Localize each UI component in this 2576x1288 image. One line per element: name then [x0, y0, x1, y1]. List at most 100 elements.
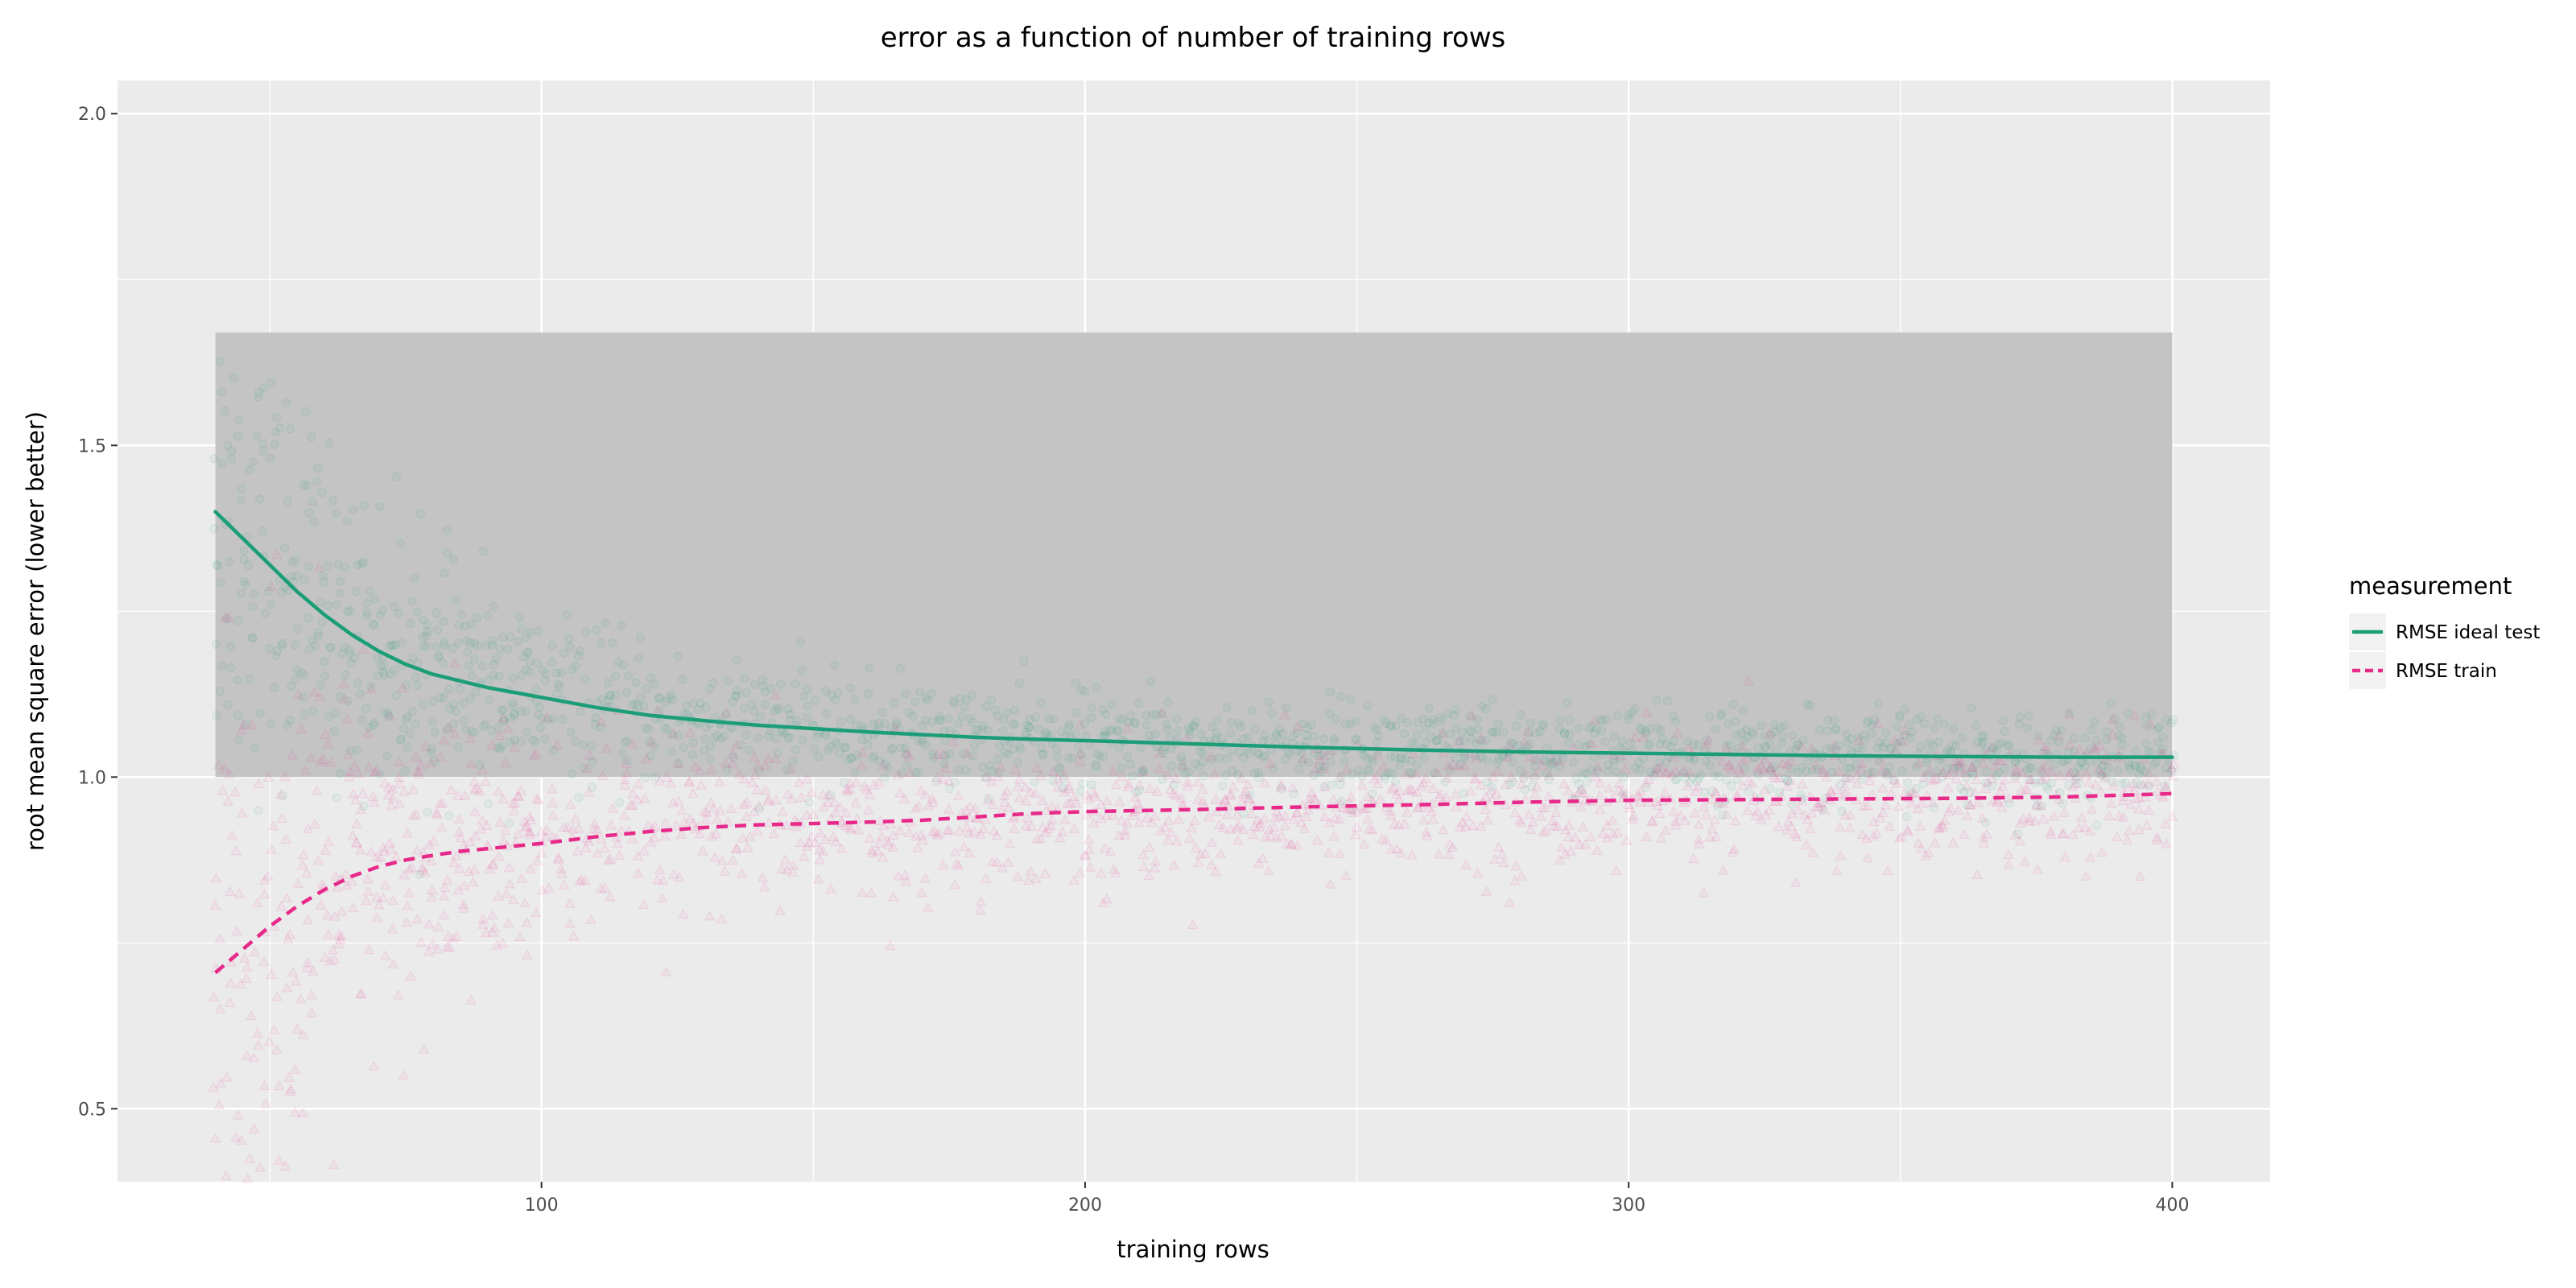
- scatter-point: [387, 783, 398, 794]
- scatter-point: [438, 910, 450, 920]
- scatter-point: [1741, 725, 1751, 735]
- scatter-point: [1777, 738, 1787, 748]
- scatter-point: [245, 674, 254, 683]
- scatter-point: [299, 765, 312, 775]
- scatter-point: [2107, 778, 2117, 787]
- scatter-point: [1363, 764, 1373, 774]
- scatter-point: [2087, 744, 2096, 753]
- scatter-point: [1509, 739, 1518, 749]
- scatter-point: [422, 642, 431, 651]
- scatter-point: [413, 658, 423, 668]
- scatter-point: [1853, 743, 1863, 753]
- scatter-point: [1513, 741, 1523, 750]
- scatter-point: [1142, 720, 1152, 730]
- scatter-point: [1743, 733, 1752, 742]
- scatter-point: [451, 706, 460, 716]
- scatter-point: [469, 783, 481, 795]
- scatter-point: [1207, 754, 1216, 764]
- scatter-point: [486, 927, 498, 937]
- scatter-point: [403, 887, 415, 898]
- scatter-point: [940, 751, 950, 761]
- scatter-point: [1644, 741, 1653, 750]
- scatter-point: [382, 751, 392, 761]
- scatter-point: [1117, 763, 1126, 773]
- scatter-point: [494, 671, 504, 681]
- scatter-point: [423, 839, 436, 849]
- scatter-point: [1797, 763, 1806, 773]
- scatter-point: [1638, 753, 1648, 763]
- scatter-point: [791, 679, 800, 689]
- scatter-point: [1481, 736, 1491, 745]
- scatter-point: [491, 939, 503, 950]
- scatter-point: [449, 729, 461, 739]
- scatter-point: [293, 625, 303, 634]
- scatter-point: [881, 759, 890, 769]
- scatter-point: [442, 721, 454, 733]
- scatter-point: [448, 555, 458, 564]
- scatter-point: [1864, 716, 1873, 726]
- scatter-point: [1988, 743, 1998, 753]
- scatter-point: [770, 706, 779, 716]
- scatter-point: [324, 712, 333, 722]
- scatter-point: [995, 741, 1005, 751]
- scatter-point: [1282, 703, 1291, 712]
- scatter-point: [235, 978, 246, 989]
- scatter-point: [494, 729, 506, 741]
- scatter-point: [289, 1063, 301, 1074]
- scatter-point: [821, 686, 831, 696]
- scatter-point: [378, 777, 390, 787]
- scatter-point: [1671, 716, 1681, 726]
- scatter-point: [487, 857, 499, 869]
- scatter-point: [1381, 718, 1391, 728]
- scatter-point: [731, 691, 741, 700]
- scatter-point: [519, 897, 531, 908]
- scatter-point: [1525, 718, 1535, 728]
- scatter-point: [501, 888, 513, 898]
- scatter-point: [239, 577, 249, 587]
- scatter-point: [329, 726, 339, 736]
- scatter-point: [383, 708, 393, 718]
- scatter-point: [1428, 719, 1438, 729]
- scatter-point: [1076, 786, 1086, 796]
- scatter-point: [901, 689, 910, 699]
- scatter-point: [1395, 753, 1405, 763]
- scatter-point: [234, 415, 244, 425]
- scatter-point: [489, 671, 498, 680]
- scatter-point: [1918, 779, 1928, 789]
- scatter-point: [403, 863, 415, 874]
- scatter-point: [394, 609, 403, 618]
- x-tick-label: 100: [525, 1195, 559, 1216]
- scatter-point: [1465, 712, 1475, 721]
- scatter-point: [1583, 769, 1592, 778]
- scatter-point: [1071, 729, 1080, 738]
- scatter-point: [1189, 721, 1199, 731]
- scatter-point: [340, 869, 352, 879]
- scatter-point: [1705, 712, 1715, 721]
- scatter-point: [1407, 737, 1417, 747]
- scatter-point: [292, 688, 304, 700]
- scatter-point: [1956, 783, 1966, 793]
- scatter-point: [827, 690, 836, 700]
- scatter-point: [1885, 762, 1894, 772]
- scatter-point: [1166, 762, 1176, 771]
- scatter-point: [434, 651, 444, 661]
- scatter-point: [812, 732, 822, 741]
- scatter-point: [492, 654, 502, 663]
- scatter-point: [1624, 710, 1633, 720]
- scatter-point: [1289, 731, 1298, 741]
- scatter-point: [1247, 706, 1257, 716]
- scatter-point: [921, 740, 931, 749]
- scatter-point: [993, 712, 1002, 721]
- scatter-point: [1145, 730, 1154, 740]
- scatter-point: [541, 669, 551, 679]
- scatter-point: [516, 737, 526, 746]
- scatter-point: [1331, 714, 1340, 724]
- scatter-point: [477, 913, 489, 924]
- scatter-point: [766, 684, 776, 694]
- scatter-point: [1942, 763, 1952, 773]
- scatter-point: [732, 686, 741, 696]
- scatter-point: [272, 413, 282, 423]
- scatter-point: [1451, 723, 1461, 733]
- scatter-point: [1386, 720, 1396, 730]
- scatter-point: [1902, 812, 1912, 822]
